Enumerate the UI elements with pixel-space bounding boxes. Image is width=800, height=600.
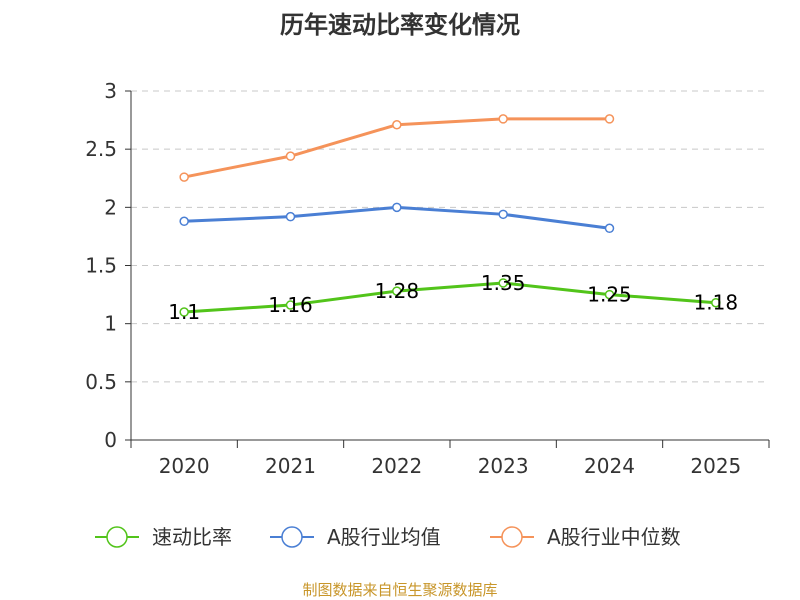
y-tick-label: 0.5 [85, 370, 117, 394]
data-point [604, 289, 615, 300]
y-tick-label: 3 [104, 79, 117, 103]
data-label: 1.25 [587, 283, 632, 307]
y-tick-label: 1 [104, 312, 117, 336]
data-label: 1.28 [375, 279, 420, 303]
x-tick-label: 2020 [159, 454, 210, 478]
data-point [604, 114, 615, 124]
data-label: 1.35 [481, 271, 526, 295]
x-tick-label: 2025 [690, 454, 741, 478]
data-point [498, 209, 508, 220]
data-point [498, 114, 508, 124]
data-point [179, 216, 189, 227]
y-tick-label: 1.5 [85, 254, 117, 278]
x-tick-label: 2022 [371, 454, 422, 478]
chart-title: 历年速动比率变化情况 [280, 11, 520, 39]
grid [131, 90, 769, 383]
legend-label: 速动比率 [152, 525, 232, 549]
data-label: 1.16 [268, 293, 313, 317]
legend-item[interactable]: 速动比率 [95, 525, 232, 549]
data-point [285, 300, 296, 310]
legend-marker [281, 526, 303, 548]
y-tick-label: 2 [104, 195, 117, 219]
y-tick-label: 0 [104, 428, 117, 452]
x-tick-label: 2021 [265, 454, 316, 478]
data-point [392, 119, 402, 130]
source-note: 制图数据来自恒生聚源数据库 [302, 581, 497, 599]
data-point [498, 278, 508, 288]
data-point [392, 286, 402, 296]
legend-label: A股行业中位数 [547, 525, 681, 549]
axes: 0 0.5 1 1.5 2 2.5 3 2020 2021 2022 2023 2024 2025 [85, 79, 770, 478]
y-tick-label: 2.5 [85, 137, 117, 161]
x-tick-label: 2024 [584, 454, 635, 478]
legend-marker [106, 526, 128, 548]
data-label: 1.18 [694, 291, 739, 315]
data-point [179, 172, 189, 182]
legend[interactable]: 速动比率 A股行业均值 A股行业中位数 [95, 525, 681, 549]
legend-marker [501, 526, 523, 548]
legend-item[interactable]: A股行业中位数 [490, 525, 681, 549]
data-point [179, 307, 189, 317]
x-tick-label: 2023 [478, 454, 529, 478]
data-labels: 1.1 1.16 1.28 1.35 1.25 1.18 [168, 271, 738, 324]
legend-item[interactable]: A股行业均值 [270, 525, 441, 549]
data-point [392, 202, 402, 213]
series [179, 114, 721, 317]
data-point [604, 223, 615, 234]
data-point [285, 211, 296, 222]
legend-label: A股行业均值 [327, 525, 441, 549]
series-line-0 [184, 281, 716, 314]
data-label: 1.1 [168, 300, 200, 324]
data-point [285, 151, 296, 161]
data-point [711, 297, 721, 308]
